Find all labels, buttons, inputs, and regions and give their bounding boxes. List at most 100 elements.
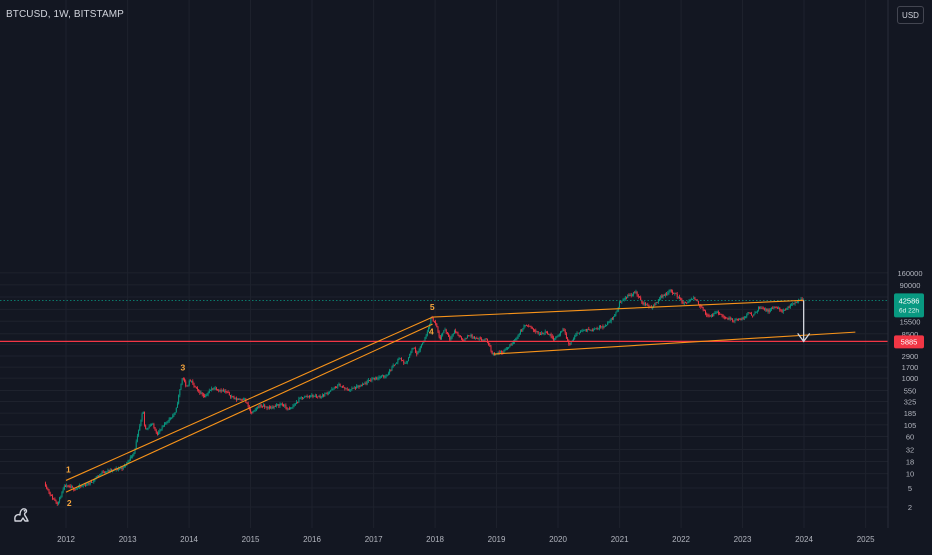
candle-body [107,470,109,472]
candle-body [238,399,240,401]
candle-body [220,390,222,392]
candle-body [544,331,546,334]
candle-body [503,349,505,353]
candle-body [465,338,467,340]
candle-body [521,330,523,332]
candle-body [390,369,392,371]
candle-body [774,306,776,308]
candle-body [508,347,510,349]
candle-body [389,369,391,374]
candle-body [153,424,155,428]
candle-body [478,338,480,340]
candle-body [312,394,314,397]
candle-body [293,405,295,406]
candle-body [224,391,226,392]
candle-body [681,300,683,303]
candle-body [435,321,437,324]
candle-body [317,396,319,398]
candle-body [52,495,54,499]
candle-body [657,299,659,303]
candle-body [509,344,511,348]
candle-body [529,326,531,327]
tradingview-icon[interactable] [11,503,33,525]
candle-body [339,384,341,387]
candle-body [169,418,171,419]
y-tick-label: 5 [908,484,912,493]
candle-body [67,485,69,487]
candle-body [135,441,137,449]
candle-body [402,360,404,361]
candle-body [444,329,446,331]
candle-body [428,327,430,332]
candle-body [436,323,438,327]
candle-body [386,374,388,376]
candle-body [471,334,473,338]
candle-body [445,329,447,333]
candle-body [413,347,415,349]
candle-body [372,378,374,379]
candle-body [172,415,174,418]
candle-body [164,423,166,426]
candle-body [727,318,729,320]
candle-body [697,301,699,305]
candle-body [630,294,632,296]
candle-body [303,397,305,399]
candle-body [430,317,432,324]
candle-body [75,488,77,490]
candle-body [290,407,292,410]
candle-body [666,293,668,295]
candle-body [763,308,765,310]
candle-body [60,497,62,498]
candle-body [132,455,134,457]
candle-body [488,342,490,346]
candle-body [321,394,323,397]
candle-body [325,392,327,394]
candle-body [647,304,649,306]
y-tick-label: 2900 [902,352,919,361]
candle-body [693,297,695,300]
candle-body [213,388,215,389]
candle-body [613,316,615,319]
candle-body [357,385,359,387]
candle-body [584,329,586,331]
candle-body [275,404,277,407]
candle-body [732,318,734,321]
candle-body [66,485,68,487]
candle-body [398,358,400,360]
candle-body [140,419,142,426]
candle-body [567,338,569,341]
candle-body [251,411,253,414]
candle-body [354,387,356,389]
candle-body [261,406,263,408]
candle-body [232,396,234,398]
candle-body [577,332,579,334]
currency-button[interactable]: USD [897,6,924,24]
candle-body [585,329,587,331]
bar-countdown: 6d 22h [899,307,919,314]
candle-body [622,299,624,301]
candle-body [603,326,605,328]
candle-body [753,314,755,316]
candle-body [130,456,132,458]
candle-body [374,378,376,380]
candle-body [694,297,696,300]
candle-body [351,387,353,390]
candle-body [211,388,213,391]
candle-body [499,351,501,353]
candle-body [128,460,130,462]
y-tick-label: 2 [908,503,912,512]
candle-body [189,380,191,382]
candle-body [602,326,604,328]
candle-body [572,338,574,341]
y-tick-label: 185 [904,409,917,418]
candle-body [201,392,203,395]
x-tick-label: 2014 [180,535,198,544]
candle-body [171,417,173,419]
candle-body [431,317,433,319]
candle-body [643,302,645,305]
candle-body [524,325,526,326]
candle-body [127,461,129,463]
candle-body [466,335,468,339]
